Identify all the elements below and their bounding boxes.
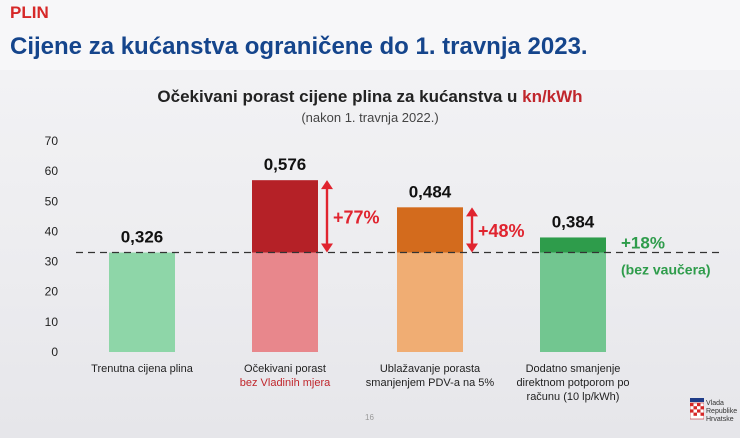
chart-subtitle: (nakon 1. travnja 2022.) [301, 110, 439, 125]
logo-text-line: Hrvatske [706, 416, 734, 423]
value-label: 0,576 [264, 155, 307, 174]
arrow-head-down [321, 243, 333, 253]
category-label-highlight: bez Vladinih mjera [240, 377, 331, 389]
y-tick-label: 70 [45, 134, 59, 148]
category-label: računu (10 lp/kWh) [527, 391, 620, 403]
header-band [0, 0, 740, 70]
y-tick-label: 50 [45, 194, 59, 208]
y-tick-label: 60 [45, 164, 59, 178]
y-tick-label: 30 [45, 255, 59, 269]
bar-upper [540, 237, 606, 253]
arrow-head-up [466, 207, 478, 217]
bar-upper [252, 180, 318, 253]
y-tick-label: 10 [45, 315, 59, 329]
bar-lower [252, 252, 318, 352]
croatian-coat-of-arms-icon [690, 398, 704, 420]
category-label: Dodatno smanjenje [526, 363, 621, 375]
page-title: Cijene za kućanstva ograničene do 1. tra… [10, 33, 588, 60]
chart-title-unit: kn/kWh [522, 87, 583, 106]
chart-title-text: Očekivani porast cijene plina za kućanst… [157, 87, 523, 106]
percent-label: +77% [333, 207, 380, 227]
bar-upper [397, 207, 463, 253]
logo-text: Vlada Republike Hrvatske [706, 400, 740, 424]
category-label: direktnom potporom po [516, 377, 629, 389]
category-label: smanjenjem PDV-a na 5% [366, 377, 495, 389]
value-label: 0,326 [121, 228, 164, 247]
value-label: 0,484 [409, 182, 452, 201]
category-label: Očekivani porast [244, 363, 326, 375]
chart-title: Očekivani porast cijene plina za kućanst… [0, 87, 740, 107]
category-label: Trenutna cijena plina [91, 363, 194, 375]
percent-label: +48% [478, 221, 525, 241]
y-tick-label: 20 [45, 285, 59, 299]
value-label: 0,384 [552, 212, 595, 231]
page-number: 16 [365, 413, 374, 422]
y-tick-label: 40 [45, 224, 59, 238]
arrow-head-down [466, 243, 478, 253]
logo-text-line: Vlada [706, 400, 724, 407]
y-tick-label: 0 [51, 345, 58, 359]
bar-lower [109, 252, 175, 352]
percent-note: (bez vaučera) [621, 261, 710, 277]
percent-label: +18% [621, 233, 665, 252]
bar-lower [397, 252, 463, 352]
logo-text-line: Republike [706, 408, 738, 415]
category-label: Ublažavanje porasta [380, 363, 481, 375]
bar-lower [540, 252, 606, 352]
section-label: PLIN [10, 3, 49, 22]
arrow-head-up [321, 180, 333, 190]
